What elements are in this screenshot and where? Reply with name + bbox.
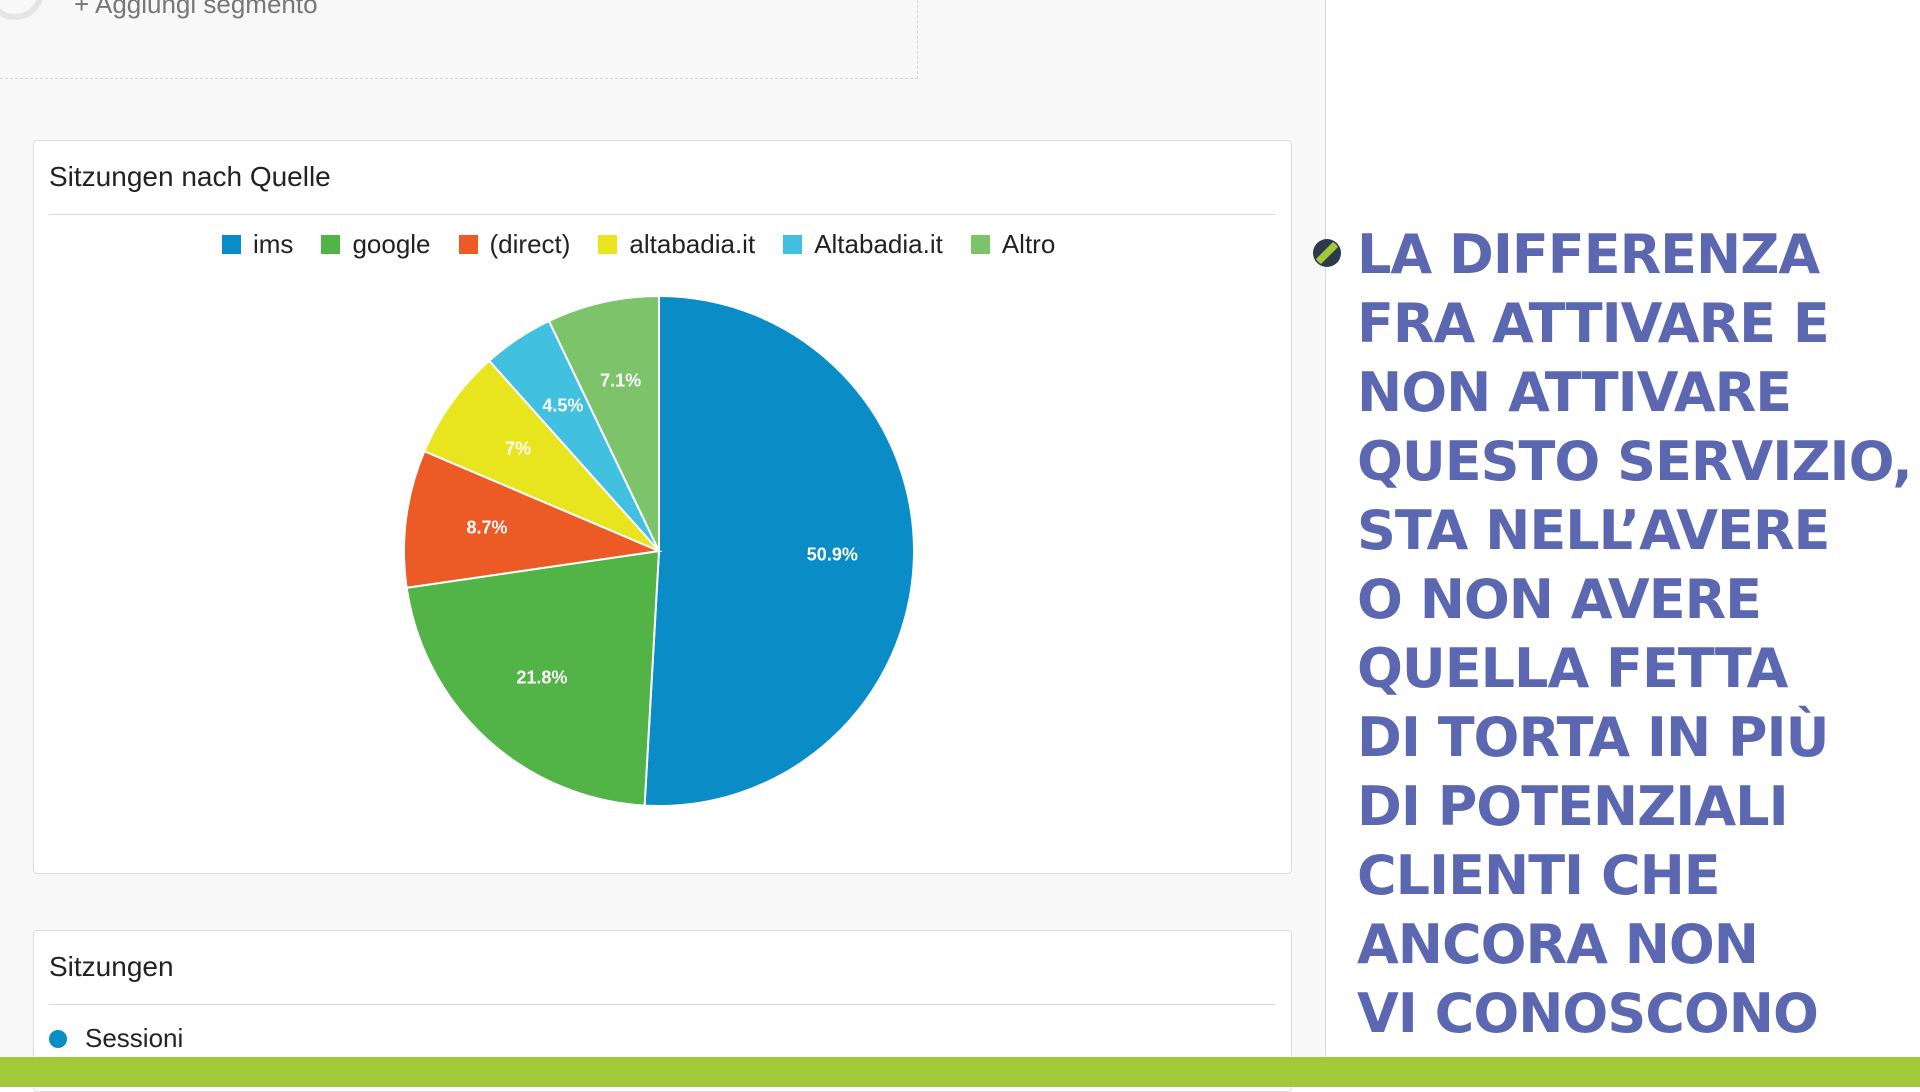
divider — [49, 1004, 1276, 1005]
add-segment-link[interactable]: + Aggiungi segmento — [74, 0, 318, 19]
legend-label: altabadia.it — [629, 229, 756, 259]
series-dot-icon — [49, 1029, 67, 1048]
pie-slice-2[interactable] — [403, 449, 663, 589]
legend-label: (direct) — [489, 229, 571, 259]
legend-swatch — [970, 235, 990, 254]
headline-line: DI TORTA IN PIÙ — [1357, 706, 1829, 769]
legend-item-5[interactable]: Altro — [970, 229, 1056, 260]
segment-indicator-icon — [0, 0, 44, 20]
headline-line: CLIENTI CHE — [1357, 844, 1721, 907]
legend-item-3[interactable]: altabadia.it — [598, 229, 755, 260]
slice-label-2: 8.7% — [467, 517, 508, 537]
slice-label-1: 21.8% — [516, 668, 567, 688]
chart-title: Sitzungen nach Quelle — [49, 161, 331, 192]
legend-item-1[interactable]: google — [321, 229, 431, 260]
bullet-icon — [1313, 239, 1341, 267]
sessions-title: Sitzungen — [49, 951, 174, 982]
headline-line: ANCORA NON — [1357, 913, 1759, 976]
divider — [49, 214, 1276, 215]
legend-label: Altabadia.it — [814, 229, 943, 259]
legend-swatch — [222, 235, 241, 254]
headline-line: STA NELL’AVERE — [1357, 499, 1830, 562]
headline-line: FRA ATTIVARE E — [1357, 292, 1830, 355]
legend-item-4[interactable]: Altabadia.it — [783, 229, 943, 260]
legend-swatch — [458, 235, 478, 254]
slice-label-4: 4.5% — [542, 395, 583, 415]
legend-item-0[interactable]: ims — [222, 229, 293, 260]
legend-label: google — [352, 229, 431, 259]
series-legend-item[interactable]: Sessioni — [49, 1023, 183, 1054]
slice-label-0: 50.9% — [807, 545, 858, 565]
segment-bar[interactable]: + Aggiungi segmento — [0, 0, 918, 79]
headline-line: LA DIFFERENZA — [1357, 223, 1820, 286]
legend-label: Altro — [1001, 229, 1056, 259]
analytics-panel: + Aggiungi segmento Sitzungen nach Quell… — [0, 0, 1326, 1092]
legend-swatch — [783, 235, 803, 254]
headline-line: QUELLA FETTA — [1357, 637, 1788, 700]
pie-slice-0[interactable] — [643, 294, 915, 807]
pie-slice-5[interactable] — [547, 294, 660, 552]
pie-chart: 50.9% 21.8% 8.7% 7% 4.5% 7.1% — [403, 294, 915, 807]
footer-bar — [0, 1057, 1920, 1087]
legend-label: ims — [253, 229, 294, 259]
headline-line: NON ATTIVARE — [1357, 361, 1792, 424]
slice-label-3: 7% — [505, 439, 531, 459]
headline-line: QUESTO SERVIZIO, — [1357, 430, 1913, 493]
legend-swatch — [321, 235, 341, 254]
headline-line: O NON AVERE — [1357, 568, 1762, 631]
series-label: Sessioni — [85, 1023, 184, 1053]
legend-swatch — [598, 235, 618, 254]
pie-slice-3[interactable] — [423, 359, 660, 552]
headline-line: VI CONOSCONO — [1357, 982, 1819, 1045]
legend-item-2[interactable]: (direct) — [458, 229, 571, 260]
chart-legend: ims google (direct) altabadia.it Altabadia.i… — [222, 229, 1055, 260]
pie-chart-card: Sitzungen nach Quelle ims google (direct) a… — [33, 140, 1292, 874]
slice-label-5: 7.1% — [600, 371, 641, 391]
headline-text: LA DIFFERENZA FRA ATTIVARE E NON ATTIVARE Q… — [1357, 220, 1913, 1048]
headline-line: DI POTENZIALI — [1357, 775, 1789, 838]
pie-slice-1[interactable] — [405, 549, 661, 807]
